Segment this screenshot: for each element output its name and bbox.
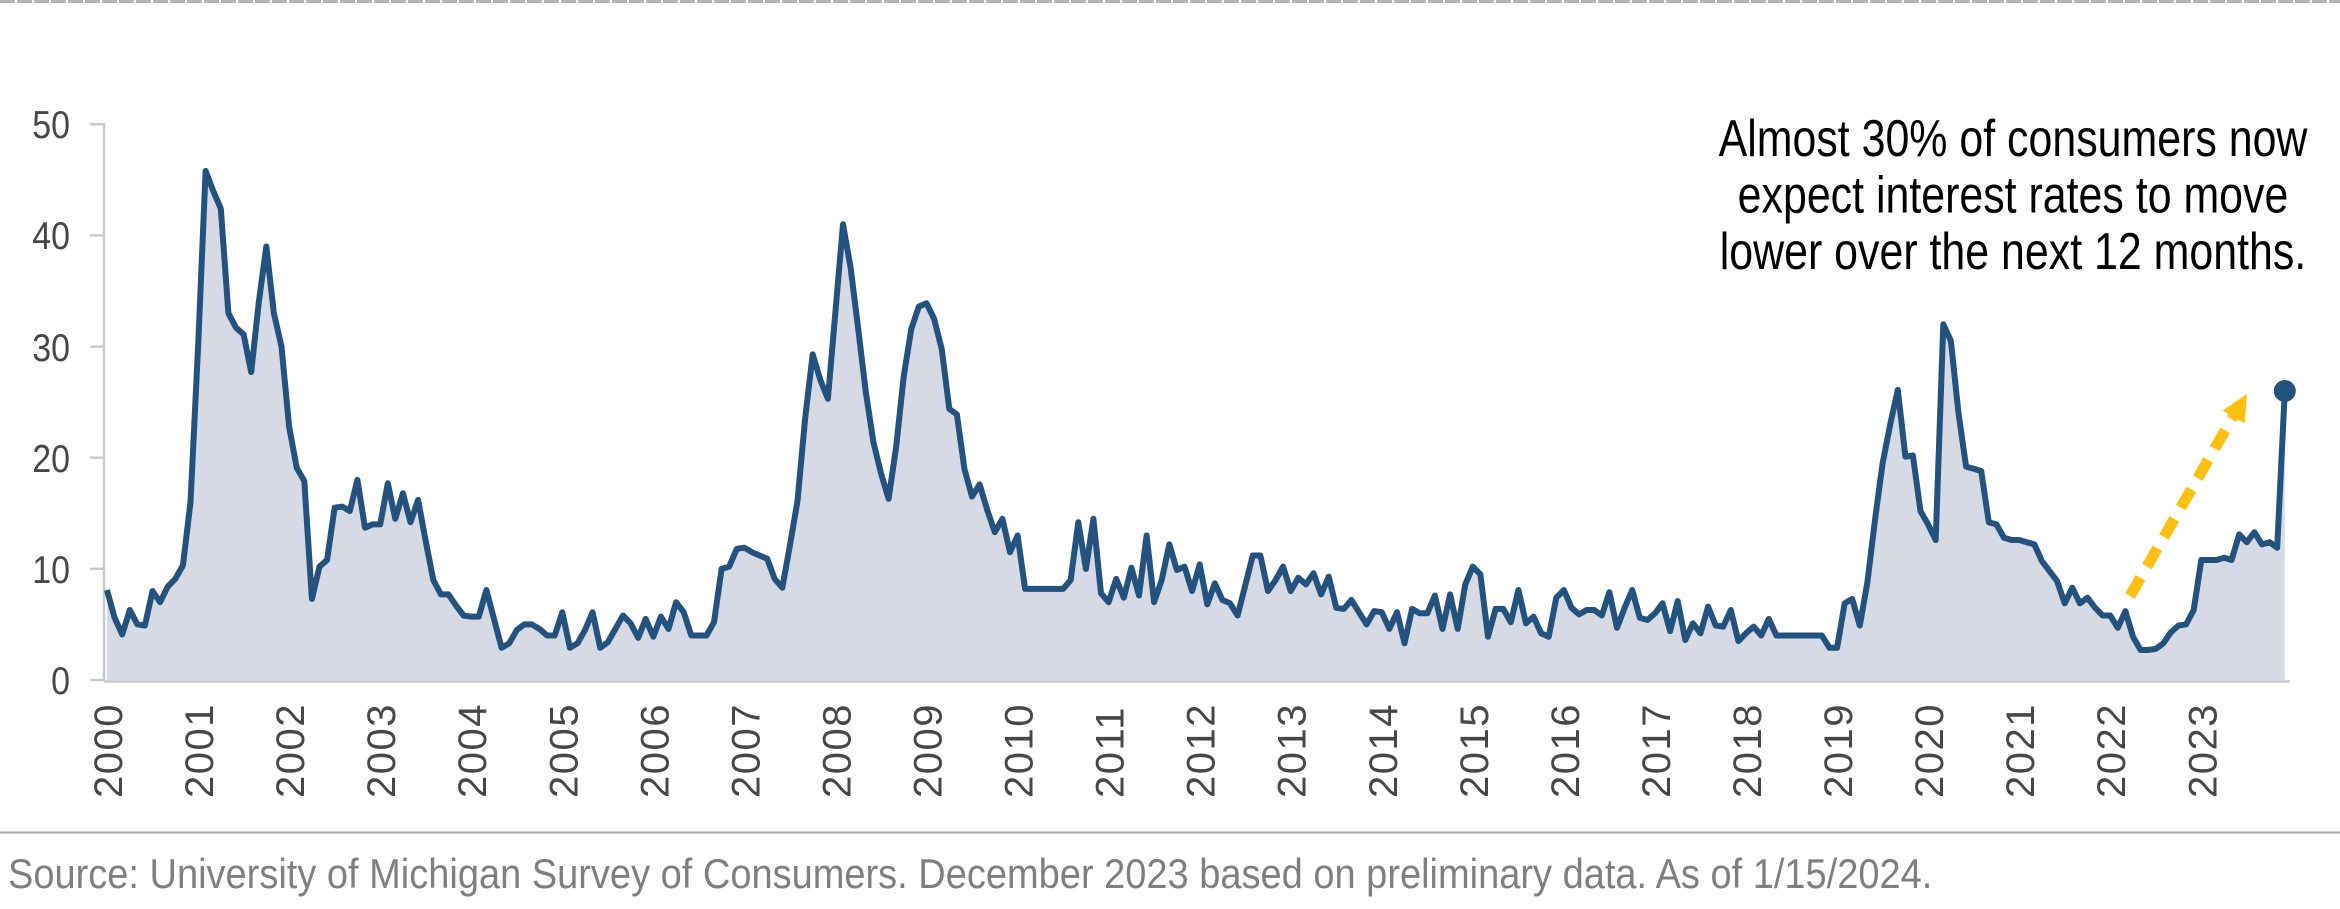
svg-text:0: 0: [51, 659, 70, 703]
svg-text:2005: 2005: [542, 703, 586, 798]
svg-text:2022: 2022: [2090, 703, 2134, 798]
svg-text:2002: 2002: [269, 703, 313, 798]
svg-text:2009: 2009: [907, 703, 951, 798]
svg-text:2021: 2021: [1999, 703, 2043, 798]
svg-text:2007: 2007: [724, 703, 768, 798]
svg-text:10: 10: [32, 548, 70, 592]
svg-text:expect interest rates to move: expect interest rates to move: [1738, 167, 2289, 225]
svg-text:50: 50: [32, 103, 70, 147]
svg-text:2017: 2017: [1635, 703, 1679, 798]
svg-text:2015: 2015: [1453, 703, 1497, 798]
svg-text:40: 40: [32, 214, 70, 258]
svg-text:2004: 2004: [451, 703, 495, 798]
svg-text:Almost 30% of consumers now: Almost 30% of consumers now: [1719, 110, 2308, 168]
svg-text:20: 20: [32, 437, 70, 481]
svg-text:2001: 2001: [178, 703, 222, 798]
svg-text:2000: 2000: [87, 703, 131, 798]
svg-text:2012: 2012: [1180, 703, 1224, 798]
svg-text:2010: 2010: [998, 703, 1042, 798]
svg-text:2019: 2019: [1817, 703, 1861, 798]
svg-text:2011: 2011: [1089, 706, 1133, 798]
svg-text:2013: 2013: [1271, 703, 1315, 798]
svg-text:2003: 2003: [360, 703, 404, 798]
svg-text:2016: 2016: [1544, 703, 1588, 798]
svg-text:2018: 2018: [1726, 703, 1770, 798]
svg-text:2008: 2008: [815, 703, 859, 798]
svg-text:2006: 2006: [633, 703, 677, 798]
svg-text:2020: 2020: [1908, 703, 1952, 798]
svg-text:30: 30: [32, 326, 70, 370]
svg-text:Source: University of Michigan: Source: University of Michigan Survey of…: [8, 851, 1932, 897]
svg-text:2014: 2014: [1362, 703, 1406, 798]
svg-text:lower over the next 12 months.: lower over the next 12 months.: [1720, 223, 2306, 281]
svg-text:2023: 2023: [2181, 703, 2225, 798]
